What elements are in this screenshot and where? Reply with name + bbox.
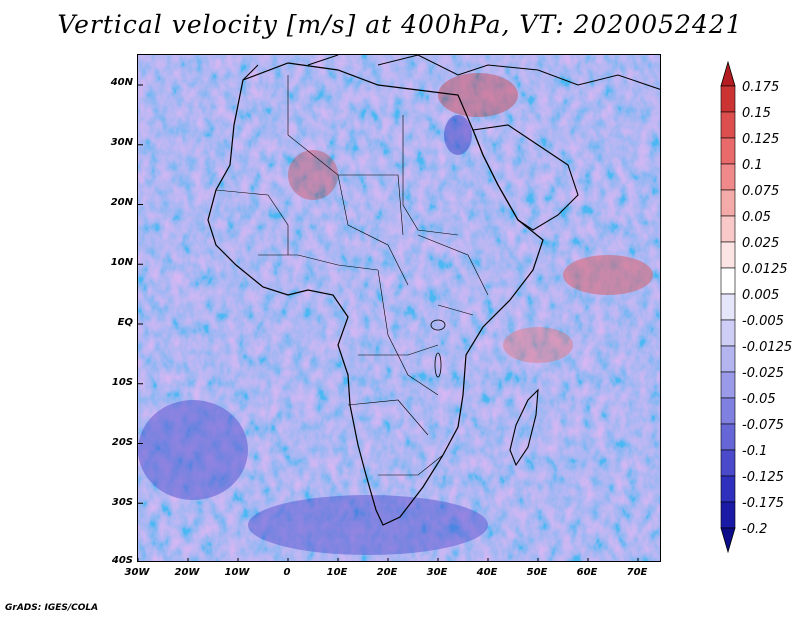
colorbar-label-4: 0.075 [742, 184, 780, 199]
colorbar-label-16: -0.175 [742, 496, 784, 511]
lon-tick-30e: 30E [426, 567, 448, 578]
arabian-sea-updraft [563, 255, 653, 295]
colorbar-box-14 [720, 449, 736, 477]
lon-tick-20e: 20E [376, 567, 398, 578]
lat-tick-40n: 40N [110, 77, 133, 88]
lon-tick-20w: 20W [174, 567, 200, 578]
madagascar-outline [509, 388, 539, 467]
colorbar-label-10: -0.0125 [742, 340, 793, 355]
colorbar-box-4 [720, 189, 736, 217]
colorbar-box-10 [720, 345, 736, 373]
colorbar-label-7: 0.0125 [742, 262, 788, 277]
colorbar-label-6: 0.025 [742, 236, 780, 251]
colorbar-box-2 [720, 137, 736, 165]
middle-east-updraft [438, 73, 518, 117]
colorbar-box-6 [720, 241, 736, 269]
country-borders [215, 75, 489, 476]
colorbar-label-0: 0.175 [742, 80, 780, 95]
colorbar-box-11 [720, 371, 736, 399]
colorbar-box-13 [720, 423, 736, 451]
colorbar-box-8 [720, 293, 736, 321]
southern-ocean-downdraft [138, 400, 248, 500]
colorbar-label-14: -0.1 [742, 444, 768, 459]
colorbar-label-13: -0.075 [742, 418, 784, 433]
colorbar-arrow-bottom [720, 527, 736, 554]
colorbar-label-15: -0.125 [742, 470, 784, 485]
southern-trough [248, 495, 488, 555]
colorbar-label-9: -0.005 [742, 314, 784, 329]
colorbar-label-12: -0.05 [742, 392, 776, 407]
colorbar-label-11: -0.025 [742, 366, 784, 381]
footer-credit: GrADS: IGES/COLA [5, 603, 99, 613]
lon-tick-10e: 10E [326, 567, 348, 578]
lon-tick-40e: 40E [476, 567, 498, 578]
colorbar-label-1: 0.15 [742, 106, 771, 121]
colorbar-label-17: -0.2 [742, 522, 768, 537]
colorbar-arrow-top [720, 60, 736, 87]
colorbar-box-16 [720, 501, 736, 529]
lat-tick-10n: 10N [110, 257, 133, 268]
colorbar-label-3: 0.1 [742, 158, 763, 173]
lat-tick-30n: 30N [110, 137, 133, 148]
red-sea-downdraft [444, 115, 472, 155]
lat-tick-40s: 40S [111, 555, 133, 566]
colorbar-box-7 [720, 267, 736, 295]
lat-tick-20s: 20S [111, 437, 133, 448]
europe-coastline [242, 55, 660, 90]
lon-tick-30w: 30W [124, 567, 150, 578]
lat-tick-20n: 20N [110, 197, 133, 208]
map-title: Vertical velocity [m/s] at 400hPa, VT: 2… [57, 10, 743, 39]
colorbar [720, 60, 736, 554]
lon-tick-50e: 50E [526, 567, 548, 578]
colorbar-box-5 [720, 215, 736, 243]
lon-tick-70e: 70E [626, 567, 648, 578]
colorbar-label-2: 0.125 [742, 132, 780, 147]
lon-tick-10w: 10W [224, 567, 250, 578]
colorbar-box-12 [720, 397, 736, 425]
lon-tick-60e: 60E [576, 567, 598, 578]
lat-tick-eq: EQ [117, 317, 133, 328]
lake-tanganyika [434, 352, 442, 378]
colorbar-box-15 [720, 475, 736, 503]
sahara-updraft [288, 150, 338, 200]
colorbar-box-0 [720, 85, 736, 113]
indian-ocean-updraft [503, 327, 573, 363]
lake-victoria [430, 319, 446, 331]
lat-tick-10s: 10S [111, 377, 133, 388]
arabia-outline [472, 124, 579, 231]
colorbar-box-9 [720, 319, 736, 347]
lon-tick-0: 0 [283, 567, 291, 578]
colorbar-label-5: 0.05 [742, 210, 771, 225]
velocity-field-map [138, 55, 660, 561]
colorbar-box-3 [720, 163, 736, 191]
map-plot-area [137, 54, 661, 562]
colorbar-label-8: 0.005 [742, 288, 780, 303]
lat-tick-30s: 30S [111, 497, 133, 508]
colorbar-box-1 [720, 111, 736, 139]
